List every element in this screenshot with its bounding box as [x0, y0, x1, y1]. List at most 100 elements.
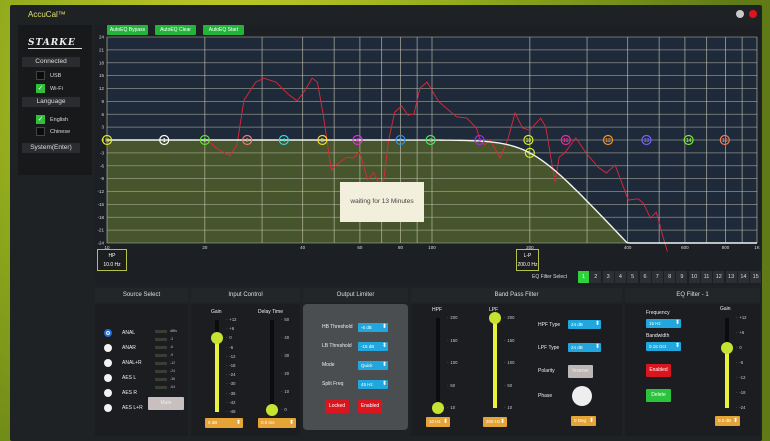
eq-filter-select-button[interactable]: 5: [627, 271, 639, 283]
phase-knob[interactable]: [572, 386, 592, 406]
eq-marker-ring[interactable]: [641, 134, 652, 146]
locked-button[interactable]: Locked: [325, 400, 349, 413]
eq-marker[interactable]: 8: [425, 134, 436, 146]
eq-marker[interactable]: 12: [602, 134, 614, 146]
eq-marker-ring[interactable]: [474, 134, 485, 146]
eq-marker-ring[interactable]: [523, 134, 534, 146]
source-radio[interactable]: [104, 359, 112, 367]
eq-marker[interactable]: 6: [352, 134, 363, 146]
delay-time-value[interactable]: 0.0 ms: [258, 418, 296, 428]
slider-tick-label: 30: [281, 353, 289, 358]
eq-marker[interactable]: 3: [242, 134, 253, 146]
eq-marker[interactable]: H: [101, 134, 113, 146]
eq-marker-ring[interactable]: [683, 134, 694, 146]
autoeq-clear-button[interactable]: AutoEQ Clear: [155, 25, 196, 35]
source-radio[interactable]: [104, 374, 112, 382]
eq-enabled-button[interactable]: Enabled: [646, 364, 671, 377]
autoeq-bypass-button[interactable]: AutoEQ Bypass: [107, 25, 148, 35]
eq-filter-select-button[interactable]: 6: [639, 271, 651, 283]
source-radio[interactable]: [104, 389, 112, 397]
eq-marker[interactable]: 13: [641, 134, 652, 146]
eq-marker-ring[interactable]: [242, 134, 253, 146]
lpf-value[interactable]: 200 Hz: [483, 417, 507, 427]
lpf-type-dropdown[interactable]: 24 dB: [568, 343, 601, 352]
eq-marker[interactable]: 5: [317, 134, 328, 146]
slider-thumb[interactable]: [266, 404, 278, 416]
eq-marker-ring[interactable]: [317, 134, 328, 146]
frequency-spinner[interactable]: 15 Hz: [646, 319, 681, 328]
eq-marker-ring[interactable]: [278, 134, 289, 146]
mute-button[interactable]: Mute: [148, 397, 184, 410]
eq-marker-ring[interactable]: [199, 134, 210, 146]
eq-marker[interactable]: 7: [395, 134, 406, 146]
close-button[interactable]: [749, 10, 757, 18]
source-radio[interactable]: [104, 404, 112, 412]
eq-marker-ring[interactable]: [425, 134, 436, 146]
eq-marker[interactable]: 11: [560, 134, 571, 146]
delay-time-slider[interactable]: 50 40 30 20 10 0: [266, 317, 310, 416]
eq-marker-ring[interactable]: [101, 134, 113, 146]
hpf-slider[interactable]: 200 150 100 50 10: [432, 315, 476, 414]
slider-thumb[interactable]: [721, 342, 733, 354]
input-gain-value[interactable]: 0 dB: [205, 418, 243, 428]
eq-marker-ring[interactable]: [602, 134, 614, 146]
eq-filter-select-button[interactable]: 14: [737, 271, 749, 283]
eq-marker-ring[interactable]: [719, 134, 730, 146]
slider-track[interactable]: [270, 320, 274, 410]
eq-filter-select-button[interactable]: 4: [614, 271, 626, 283]
eq-marker[interactable]: L: [524, 147, 535, 158]
slider-track[interactable]: [436, 318, 440, 408]
english-checkbox[interactable]: ✓: [36, 115, 45, 124]
wifi-checkbox[interactable]: ✓: [36, 84, 45, 93]
bandwidth-spinner[interactable]: 0.15 Oct: [646, 342, 681, 351]
slider-thumb[interactable]: [432, 402, 444, 414]
input-gain-slider[interactable]: +12 +6 0 -6 -12 -18 -24 -30 -36 -42 -48: [211, 317, 255, 414]
eq-filter-select-button[interactable]: 13: [725, 271, 737, 283]
eq-marker[interactable]: 14: [683, 134, 694, 146]
eq-filter-select-button[interactable]: 10: [688, 271, 700, 283]
eq-filter-select-button[interactable]: 9: [676, 271, 688, 283]
autoeq-start-button[interactable]: AutoEQ Start: [203, 25, 244, 35]
inverse-button[interactable]: Inverse: [568, 365, 593, 378]
slider-thumb[interactable]: [211, 332, 223, 345]
phase-value[interactable]: 0 Deg: [571, 416, 596, 426]
eq-marker-ring[interactable]: [159, 134, 170, 146]
eq-filter-select-button[interactable]: 7: [651, 271, 663, 283]
hpf-value[interactable]: 10 Hz: [426, 417, 450, 427]
eq-marker[interactable]: 10: [523, 134, 534, 146]
eq-filter-select-button[interactable]: 1: [578, 271, 589, 283]
eq-marker[interactable]: 2: [199, 134, 210, 146]
eq-filter-select-button[interactable]: 11: [701, 271, 712, 283]
eq-filter-select-button[interactable]: 3: [602, 271, 614, 283]
lb-threshold-spinner[interactable]: -15 dB: [358, 342, 388, 351]
mode-dropdown[interactable]: Quick: [358, 361, 388, 370]
eq-gain-slider[interactable]: +12 +6 0 -6 -12 -18 -24: [721, 315, 765, 410]
eq-marker[interactable]: 15: [719, 134, 730, 146]
eq-filter-select-button[interactable]: 2: [590, 271, 602, 283]
hb-threshold-spinner[interactable]: -6 dB: [358, 323, 388, 332]
limiter-enabled-button[interactable]: Enabled: [358, 400, 382, 413]
eq-marker-ring[interactable]: [560, 134, 571, 146]
source-radio[interactable]: [104, 329, 112, 337]
minimize-button[interactable]: [736, 10, 744, 18]
eq-delete-button[interactable]: Delete: [646, 389, 671, 402]
eq-marker-ring[interactable]: [395, 134, 406, 146]
chinese-checkbox[interactable]: [36, 127, 45, 136]
eq-gain-value[interactable]: 0.0 dB: [715, 416, 740, 426]
slider-thumb[interactable]: [489, 312, 501, 324]
source-radio[interactable]: [104, 344, 112, 352]
eq-filter-select-button[interactable]: 15: [750, 271, 762, 283]
eq-marker[interactable]: 1: [159, 134, 170, 146]
system-enter-button[interactable]: System(Enter): [22, 143, 80, 153]
usb-checkbox[interactable]: [36, 71, 45, 80]
lpf-slider[interactable]: 200 150 100 50 10: [489, 312, 533, 410]
eq-marker-ring[interactable]: [524, 147, 535, 158]
eq-filter-select-button[interactable]: 12: [713, 271, 725, 283]
split-freq-spinner[interactable]: 45 Hz: [358, 380, 388, 389]
eq-marker[interactable]: 4: [278, 134, 289, 146]
eq-filter-select-button[interactable]: 8: [664, 271, 676, 283]
eq-marker[interactable]: 9: [474, 134, 485, 146]
eq-marker-ring[interactable]: [352, 134, 363, 146]
hpf-type-dropdown[interactable]: 24 dB: [568, 320, 601, 329]
